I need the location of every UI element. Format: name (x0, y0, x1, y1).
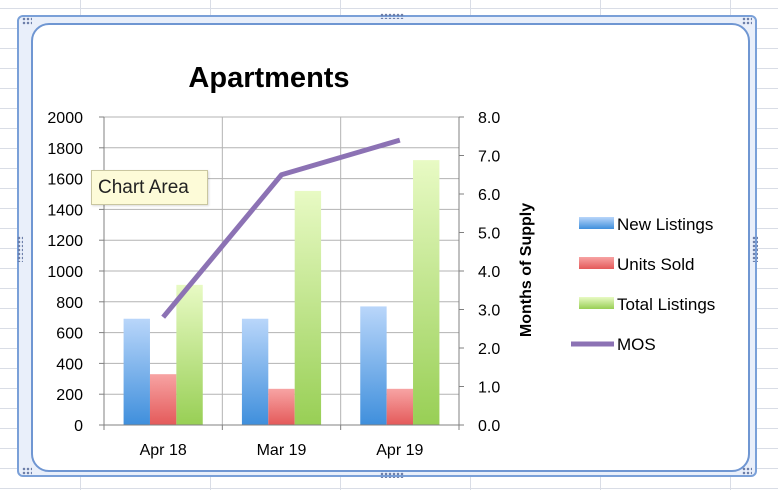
bar-total-listings (413, 160, 440, 425)
resize-handle-top-right[interactable] (742, 17, 752, 25)
y-tick-label: 1800 (47, 141, 83, 158)
x-tick-label: Mar 19 (257, 442, 307, 459)
y-tick-label: 800 (56, 295, 83, 312)
bar-units-sold (149, 374, 177, 425)
y2-tick-label: 7.0 (478, 149, 500, 166)
bar-new-listings (360, 306, 387, 425)
y2-axis-label: Months of Supply (518, 203, 535, 337)
chart-title: Apartments (188, 62, 349, 94)
resize-handle-top-left[interactable] (22, 17, 32, 25)
y-tick-label: 1400 (47, 202, 83, 219)
y2-tick-label: 0.0 (478, 418, 500, 435)
y2-tick-label: 6.0 (478, 187, 500, 204)
bar-new-listings (241, 318, 269, 425)
chart-area-tooltip: Chart Area (91, 170, 208, 205)
legend-label-mos: MOS (617, 335, 656, 354)
line-mos (161, 137, 401, 319)
y-tick-label: 600 (56, 326, 83, 343)
resize-handle-bottom-right[interactable] (742, 467, 752, 475)
legend-label-new-listings: New Listings (617, 215, 713, 234)
y2-tick-label: 5.0 (478, 226, 500, 243)
y2-tick-label: 4.0 (478, 264, 500, 281)
y-tick-label: 2000 (47, 110, 83, 127)
resize-handle-right[interactable] (752, 236, 758, 262)
legend-swatch-new-listings (579, 217, 614, 229)
legend-label-total-listings: Total Listings (617, 295, 715, 314)
y2-tick-label: 3.0 (478, 303, 500, 320)
y-tick-label: 0 (74, 418, 83, 435)
x-tick-label: Apr 18 (140, 442, 187, 459)
bar-total-listings (176, 284, 203, 425)
bar-new-listings (123, 318, 150, 425)
resize-handle-bottom[interactable] (380, 472, 404, 478)
y2-tick-label: 8.0 (478, 110, 500, 127)
y-tick-label: 1200 (47, 233, 83, 250)
legend-label-units-sold: Units Sold (617, 255, 694, 274)
y-tick-label: 400 (56, 356, 83, 373)
bar-units-sold (386, 388, 414, 425)
legend-swatch-units-sold (579, 257, 614, 269)
y-tick-label: 1000 (47, 264, 83, 281)
y2-tick-label: 2.0 (478, 341, 500, 358)
legend-swatch-total-listings (579, 297, 614, 309)
bar-units-sold (268, 388, 295, 425)
bar-total-listings (294, 190, 322, 425)
y-tick-label: 1600 (47, 172, 83, 189)
y-tick-label: 200 (56, 387, 83, 404)
x-tick-label: Apr 19 (376, 442, 423, 459)
resize-handle-left[interactable] (17, 236, 23, 262)
y2-tick-label: 1.0 (478, 380, 500, 397)
resize-handle-top[interactable] (380, 13, 404, 19)
resize-handle-bottom-left[interactable] (22, 467, 32, 475)
